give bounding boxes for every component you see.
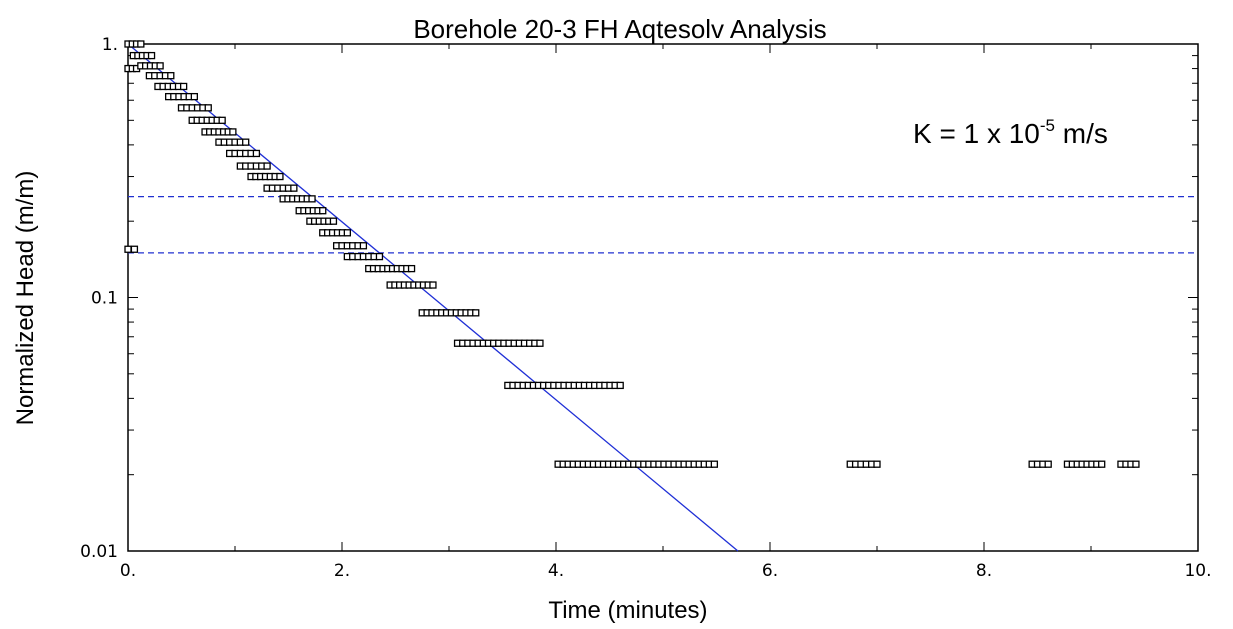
data-point <box>616 381 624 390</box>
data-point <box>329 217 338 225</box>
k-annotation-text: K = 1 x 10 <box>913 118 1040 149</box>
data-point <box>343 229 352 237</box>
data-point <box>137 40 145 48</box>
k-annotation: K = 1 x 10-5 m/s <box>913 116 1108 149</box>
data-point <box>536 339 544 347</box>
data-point <box>407 264 416 273</box>
data-point <box>1098 460 1106 468</box>
k-annotation-exponent: -5 <box>1040 116 1055 135</box>
data-point <box>242 138 250 146</box>
x-tick-label: 8. <box>976 561 992 581</box>
data-point <box>873 460 881 468</box>
data-point <box>319 207 327 215</box>
x-tick-label: 6. <box>762 561 778 581</box>
data-point <box>179 82 188 91</box>
data-point <box>472 309 480 317</box>
x-tick-label: 4. <box>548 561 564 581</box>
data-point <box>204 104 212 112</box>
data-point <box>710 460 719 468</box>
data-point <box>429 281 437 289</box>
y-tick-label: 1. <box>102 35 118 55</box>
x-tick-label: 0. <box>120 561 136 581</box>
x-tick-label: 10. <box>1184 561 1211 581</box>
x-axis-label: Time (minutes) <box>548 597 707 624</box>
data-point <box>290 184 298 192</box>
data-point <box>124 245 132 253</box>
data-point <box>375 252 384 261</box>
x-tick-label: 2. <box>334 561 350 581</box>
data-point <box>1132 460 1140 468</box>
data-point <box>229 128 237 136</box>
chart-title: Borehole 20-3 FH Aqtesolv Analysis <box>413 14 826 44</box>
data-point <box>263 162 271 170</box>
data-point <box>190 92 198 101</box>
data-point <box>156 62 164 70</box>
data-point <box>252 149 261 158</box>
data-point <box>276 172 284 181</box>
data-point <box>130 245 139 253</box>
data-point <box>1044 460 1052 468</box>
data-point <box>167 72 175 80</box>
k-annotation-unit: m/s <box>1055 118 1108 149</box>
data-point <box>218 116 226 124</box>
data-point <box>359 242 368 250</box>
y-tick-label: 0.01 <box>80 542 118 562</box>
y-tick-label: 0.1 <box>91 289 118 309</box>
data-point <box>308 195 316 203</box>
data-point <box>147 51 156 60</box>
y-axis-label: Normalized Head (m/m) <box>12 171 39 426</box>
